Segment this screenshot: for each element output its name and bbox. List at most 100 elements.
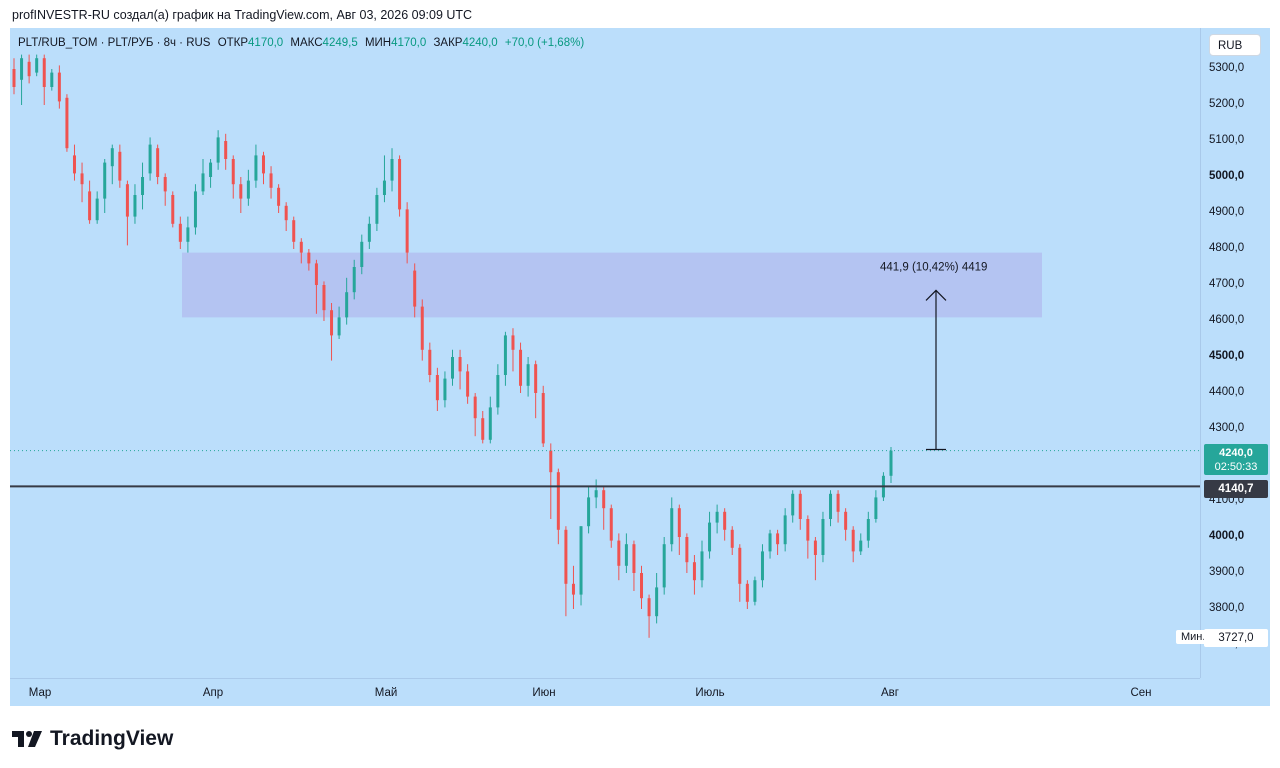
candle-body bbox=[511, 335, 515, 350]
price-tick-label: 5300,0 bbox=[1209, 62, 1245, 74]
candle-body bbox=[216, 137, 220, 163]
price-tick-label: 4800,0 bbox=[1209, 242, 1245, 254]
candle-body bbox=[768, 533, 772, 552]
candle-body bbox=[813, 540, 817, 555]
candle-body bbox=[20, 58, 24, 80]
legend-low-value: 4170,0 bbox=[391, 37, 427, 49]
candle-body bbox=[405, 209, 409, 253]
price-tick-label: 3900,0 bbox=[1209, 566, 1245, 578]
candle-body bbox=[889, 450, 893, 476]
candle-body bbox=[428, 349, 432, 375]
candle-body bbox=[541, 393, 545, 444]
price-tick-label: 4700,0 bbox=[1209, 278, 1245, 290]
time-tick-label: Апр bbox=[202, 687, 224, 699]
candle-body bbox=[519, 349, 523, 386]
last-price-value: 4240,0 bbox=[1219, 447, 1253, 459]
candle-body bbox=[224, 141, 228, 159]
candle-body bbox=[753, 580, 757, 602]
price-tick-label: 5200,0 bbox=[1209, 98, 1245, 110]
candle-body bbox=[163, 177, 167, 192]
candle-body bbox=[640, 573, 644, 599]
legend-close-label: ЗАКР bbox=[433, 37, 463, 49]
candle-body bbox=[398, 159, 402, 210]
candle-body bbox=[307, 252, 311, 264]
tradingview-logo-icon bbox=[12, 731, 42, 747]
candle-body bbox=[806, 519, 810, 541]
legend-high-label: МАКС bbox=[290, 37, 323, 49]
candle-body bbox=[171, 195, 175, 224]
chart-header: profINVESTR-RU создал(а) график на Tradi… bbox=[12, 8, 473, 22]
legend-symbol: PLT/RUB_TOM · PLT/РУБ · 8ч · RUS bbox=[18, 37, 211, 49]
candle-body bbox=[57, 72, 61, 102]
legend-open-value: 4170,0 bbox=[248, 37, 284, 49]
candle-body bbox=[141, 177, 145, 195]
logo-text: TradingView bbox=[50, 727, 174, 750]
candle-body bbox=[549, 450, 553, 473]
measure-label: 441,9 (10,42%) 4419 bbox=[880, 261, 987, 273]
candle-body bbox=[254, 155, 258, 181]
candle-body bbox=[95, 198, 99, 221]
candle-body bbox=[201, 173, 205, 192]
candle-body bbox=[594, 490, 598, 498]
price-axis[interactable]: RUB 5300,0 5200,0 5100,0 5000,0 4900,0 4800,0… bbox=[1200, 28, 1271, 678]
candle-body bbox=[571, 583, 575, 595]
candle-body bbox=[193, 191, 197, 228]
price-tick-label: 4900,0 bbox=[1209, 206, 1245, 218]
candle-body bbox=[730, 529, 734, 548]
time-axis[interactable]: Мар Апр Май Июн Июль Авг Сен bbox=[10, 678, 1200, 707]
price-tick-label: 4300,0 bbox=[1209, 422, 1245, 434]
measure-arrow-head bbox=[925, 289, 947, 301]
candlestick-plot: 441,9 (10,42%) 4419 bbox=[10, 54, 1200, 638]
candle-body bbox=[617, 540, 621, 566]
candle-body bbox=[125, 184, 129, 217]
candle-body bbox=[435, 375, 439, 401]
price-range-measure[interactable] bbox=[925, 289, 947, 451]
candle-body bbox=[110, 148, 114, 167]
candle-body bbox=[35, 58, 39, 73]
chart-frame: 441,9 (10,42%) 4419 PLT/RUB_TOM · PLT/РУ… bbox=[10, 28, 1270, 706]
candle-body bbox=[534, 364, 538, 393]
candle-body bbox=[375, 195, 379, 224]
candle-body bbox=[866, 519, 870, 541]
time-tick-label: Мар bbox=[28, 687, 52, 699]
candle-body bbox=[269, 173, 273, 188]
candle-body bbox=[783, 515, 787, 545]
price-tick-label: 4400,0 bbox=[1209, 386, 1245, 398]
candle-body bbox=[209, 162, 213, 177]
currency-button[interactable]: RUB bbox=[1209, 34, 1261, 56]
candle-body bbox=[685, 537, 689, 563]
candle-body bbox=[352, 267, 356, 293]
candle-body bbox=[488, 407, 492, 440]
candle-body bbox=[103, 162, 107, 199]
time-tick-label: Сен bbox=[1130, 687, 1152, 699]
candle-body bbox=[50, 72, 54, 87]
price-tick-label: 5100,0 bbox=[1209, 134, 1245, 146]
price-tick-label: 4500,0 bbox=[1209, 350, 1245, 362]
candle-body bbox=[27, 61, 31, 77]
candle-body bbox=[526, 364, 530, 386]
plot-area[interactable]: 441,9 (10,42%) 4419 PLT/RUB_TOM · PLT/РУ… bbox=[10, 28, 1200, 678]
countdown-timer: 02:50:33 bbox=[1214, 461, 1258, 473]
candle-body bbox=[564, 529, 568, 584]
legend-low-label: МИН bbox=[364, 37, 392, 49]
candle-body bbox=[829, 493, 833, 519]
chart-legend: PLT/RUB_TOM · PLT/РУБ · 8ч · RUS ОТКР417… bbox=[18, 37, 588, 49]
candle-body bbox=[745, 583, 749, 602]
candle-body bbox=[118, 151, 122, 181]
candle-body bbox=[503, 335, 507, 375]
candle-body bbox=[88, 191, 92, 221]
tradingview-logo[interactable]: TradingView bbox=[12, 727, 173, 751]
candle-body bbox=[322, 285, 326, 311]
candle-body bbox=[473, 396, 477, 419]
time-tick-label: Авг bbox=[881, 687, 899, 699]
candle-body bbox=[299, 241, 303, 253]
candle-body bbox=[42, 58, 46, 87]
candle-body bbox=[186, 227, 190, 242]
candle-body bbox=[178, 223, 182, 242]
candle-body bbox=[798, 493, 802, 519]
candle-body bbox=[791, 493, 795, 516]
candle-body bbox=[12, 69, 16, 87]
candle-body bbox=[715, 511, 719, 523]
candle-body bbox=[330, 310, 334, 336]
price-tick-label: 4600,0 bbox=[1209, 314, 1245, 326]
